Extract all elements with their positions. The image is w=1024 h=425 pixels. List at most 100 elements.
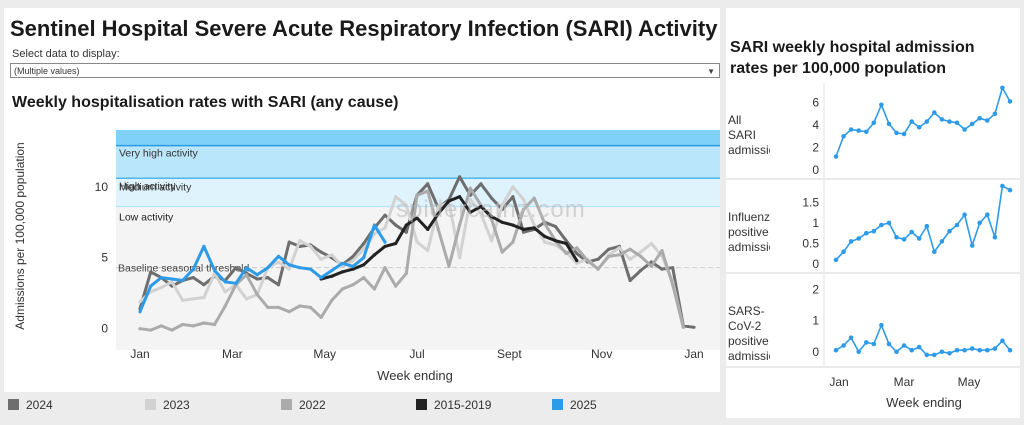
right-y-tick-label: 2 — [812, 141, 819, 155]
main-x-tick-label: Sept — [497, 347, 522, 361]
series-point-2022 — [394, 284, 398, 288]
row-series-point — [833, 347, 839, 353]
row-series-point — [886, 121, 892, 127]
series-point-2022 — [223, 304, 227, 308]
legend-item[interactable]: 2024 — [8, 398, 53, 414]
data-select-dropdown[interactable]: (Multiple values) ▼ — [10, 63, 720, 78]
row-series-point — [909, 229, 914, 235]
chevron-down-icon[interactable]: ▼ — [707, 67, 715, 76]
series-point-2025 — [287, 263, 291, 267]
series-point-2024 — [628, 278, 632, 283]
series-point-2015-2019 — [575, 259, 579, 263]
row-label: Influenza positive admissions — [728, 210, 770, 254]
very-high-activity-band — [116, 130, 720, 146]
series-point-2023 — [181, 298, 185, 302]
series-point-2025 — [181, 278, 185, 283]
series-point-2015-2019 — [394, 241, 398, 246]
series-point-2023 — [543, 240, 547, 244]
series-line-2022 — [139, 186, 685, 332]
series-point-2015-2019 — [340, 270, 344, 274]
series-point-2022 — [255, 293, 259, 297]
legend-label: 2015-2019 — [434, 398, 492, 412]
very-high-activity-label: Very high activity — [119, 148, 199, 160]
series-point-2025 — [202, 244, 206, 248]
series-point-2022 — [607, 254, 611, 258]
series-point-2022 — [575, 246, 579, 250]
series-point-2024 — [521, 230, 526, 234]
row-series-point — [916, 236, 922, 241]
row-series-point — [1007, 347, 1013, 353]
row-series-point — [886, 220, 892, 226]
series-point-2024 — [149, 270, 153, 274]
row-series-point — [909, 119, 914, 124]
series-point-2024 — [319, 250, 323, 254]
series-point-2022 — [362, 276, 366, 280]
series-point-2024 — [404, 230, 408, 234]
row-series-point — [848, 239, 854, 244]
row-label: SARS-CoV-2 positive admissions — [728, 304, 770, 363]
legend-item[interactable]: 2023 — [145, 398, 190, 414]
legend-swatch — [416, 399, 427, 410]
row-series-point — [871, 341, 877, 347]
series-point-2022 — [340, 287, 344, 291]
series-point-2024 — [564, 239, 568, 243]
series-point-2024 — [287, 240, 291, 244]
series-point-2022 — [649, 264, 654, 268]
series-point-2025 — [372, 223, 376, 227]
right-y-tick-label: 6 — [812, 96, 819, 110]
series-point-2022 — [639, 254, 643, 258]
series-point-2022 — [532, 196, 536, 200]
series-point-2025 — [149, 284, 153, 288]
series-point-2023 — [500, 203, 504, 207]
series-point-2022 — [181, 322, 185, 327]
series-point-2022 — [404, 271, 408, 275]
row-series-point — [962, 127, 967, 132]
series-point-2015-2019 — [564, 241, 568, 246]
row-series-point — [1007, 99, 1013, 104]
legend-item[interactable]: 2015-2019 — [416, 398, 491, 414]
legend-swatch — [281, 399, 292, 410]
series-point-2022 — [564, 251, 568, 256]
series-point-2025 — [213, 268, 217, 273]
series-point-2024 — [351, 254, 355, 258]
row-series-point — [879, 322, 884, 328]
series-point-2023 — [138, 300, 142, 304]
series-point-2022 — [500, 250, 504, 254]
series-point-2024 — [671, 266, 675, 270]
series-point-2022 — [244, 273, 249, 277]
series-point-2023 — [639, 250, 643, 254]
series-point-2024 — [458, 175, 462, 179]
row-series-point — [1000, 338, 1005, 344]
series-point-2024 — [607, 247, 611, 251]
row-series-point — [848, 335, 854, 341]
small-multiples-chart: All SARI admissions 0 2 4 6 Influenza positiv… — [726, 83, 1020, 410]
legend-item[interactable]: 2022 — [281, 398, 326, 414]
row-series-point — [985, 118, 990, 123]
high-activity-band — [116, 145, 720, 179]
main-x-tick-label: Mar — [222, 347, 243, 361]
series-point-2015-2019 — [511, 223, 515, 227]
series-point-2025 — [383, 240, 387, 244]
row-series-point — [962, 212, 967, 217]
series-point-2022 — [671, 283, 675, 287]
series-point-2024 — [426, 182, 430, 186]
series-point-2023 — [308, 244, 313, 248]
series-point-2022 — [372, 287, 376, 291]
series-point-2015-2019 — [447, 199, 451, 203]
right-x-tick-label: Jan — [829, 375, 848, 389]
main-x-tick-label: May — [313, 347, 336, 361]
series-point-2023 — [362, 247, 366, 251]
series-point-2024 — [511, 195, 515, 199]
row-series-point — [871, 120, 877, 126]
series-point-2023 — [468, 197, 472, 202]
right-y-tick-label: 0 — [812, 257, 819, 271]
row-series-point — [969, 346, 975, 351]
right-x-axis-label: Week ending — [886, 395, 962, 410]
series-point-2015-2019 — [521, 227, 526, 231]
series-point-2024 — [660, 267, 664, 271]
series-point-2022 — [617, 253, 622, 257]
series-point-2022 — [511, 240, 515, 244]
legend-item[interactable]: 2025 — [552, 398, 597, 414]
row-series-point — [977, 116, 982, 121]
main-y-tick-label: 5 — [101, 251, 108, 265]
